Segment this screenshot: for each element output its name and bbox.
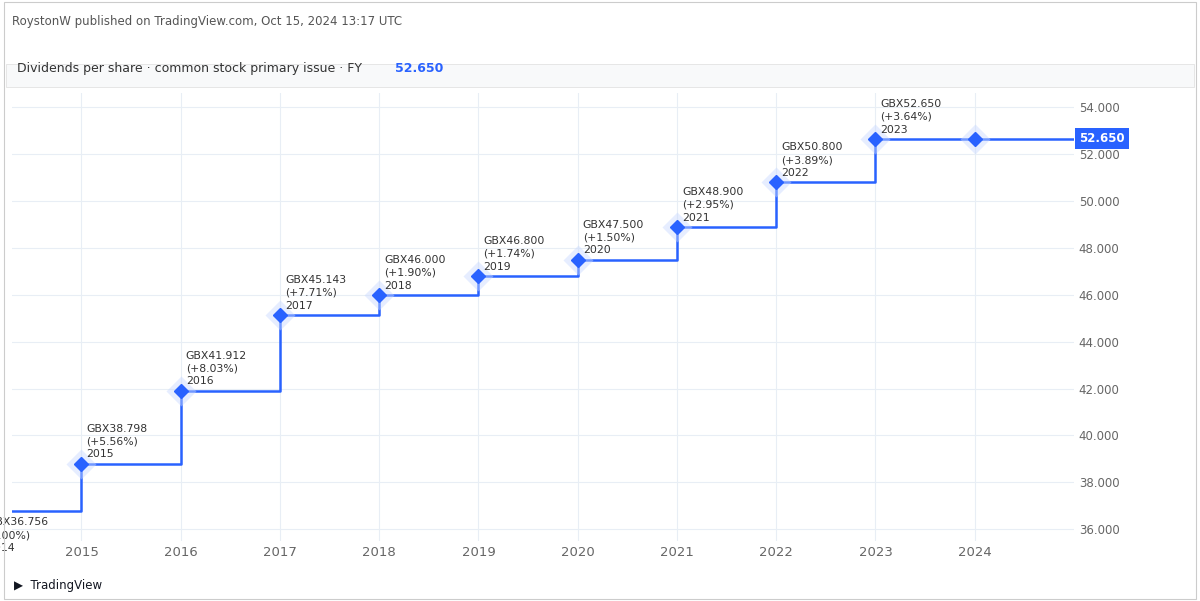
Text: GBX38.798
(+5.56%)
2015: GBX38.798 (+5.56%) 2015 bbox=[86, 424, 148, 459]
Text: GBX52.650
(+3.64%)
2023: GBX52.650 (+3.64%) 2023 bbox=[881, 99, 942, 135]
Text: GBX46.800
(+1.74%)
2019: GBX46.800 (+1.74%) 2019 bbox=[484, 236, 545, 272]
Text: 52.650: 52.650 bbox=[1080, 132, 1126, 145]
Text: GBX41.912
(+8.03%)
2016: GBX41.912 (+8.03%) 2016 bbox=[186, 351, 247, 386]
Text: 52.650: 52.650 bbox=[395, 62, 444, 75]
Text: GBX46.000
(+1.90%)
2018: GBX46.000 (+1.90%) 2018 bbox=[384, 255, 445, 290]
Text: RoystonW published on TradingView.com, Oct 15, 2024 13:17 UTC: RoystonW published on TradingView.com, O… bbox=[12, 15, 402, 28]
Text: GBX48.900
(+2.95%)
2021: GBX48.900 (+2.95%) 2021 bbox=[682, 187, 743, 222]
Text: GBX50.800
(+3.89%)
2022: GBX50.800 (+3.89%) 2022 bbox=[781, 142, 842, 178]
Text: GBX47.500
(+1.50%)
2020: GBX47.500 (+1.50%) 2020 bbox=[583, 220, 644, 255]
Text: GBX45.143
(+7.71%)
2017: GBX45.143 (+7.71%) 2017 bbox=[284, 275, 346, 311]
Text: ▶  TradingView: ▶ TradingView bbox=[14, 579, 102, 592]
Text: Dividends per share · common stock primary issue · FY: Dividends per share · common stock prima… bbox=[17, 62, 362, 75]
Text: GBX36.756
(0.00%)
2014: GBX36.756 (0.00%) 2014 bbox=[0, 517, 48, 553]
